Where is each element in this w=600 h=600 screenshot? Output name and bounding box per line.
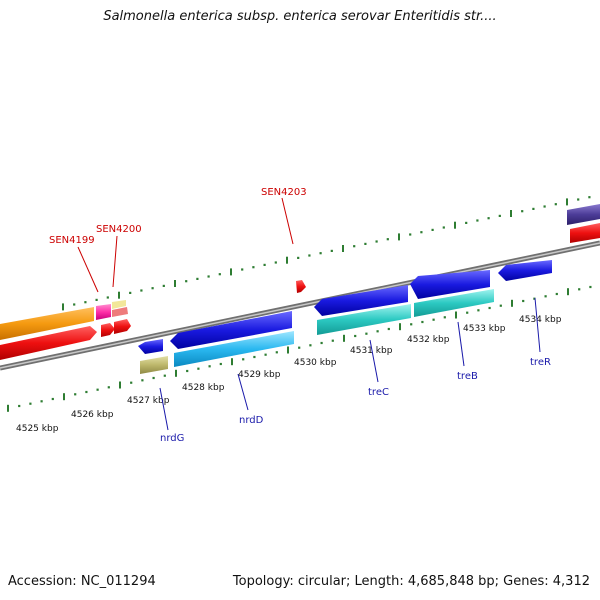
gene-label-nrdg[interactable]: nrdG xyxy=(160,433,184,444)
gene-feature-sen4199[interactable] xyxy=(96,304,111,320)
gene-feature-nrdG[interactable] xyxy=(138,339,163,354)
gene-feature-treR[interactable] xyxy=(498,260,552,281)
gene-feature-teal-1[interactable] xyxy=(317,304,411,335)
gene-feature-treB[interactable] xyxy=(410,270,490,299)
gene-feature-orange[interactable] xyxy=(0,307,94,340)
gene-feature-sen4200-b[interactable] xyxy=(112,307,128,317)
forward-tick-scale xyxy=(62,196,591,311)
gene-label-trec[interactable]: treC xyxy=(368,387,389,398)
label-leaders xyxy=(77,197,541,431)
map-title: Salmonella enterica subsp. enterica sero… xyxy=(103,9,497,24)
gene-label-treb[interactable]: treB xyxy=(457,371,478,382)
gene-label-sen4199[interactable]: SEN4199 xyxy=(49,235,95,246)
gene-label-sen4203[interactable]: SEN4203 xyxy=(261,187,307,198)
gene-feature-sen4200[interactable] xyxy=(112,300,126,309)
genome-backbone xyxy=(0,240,600,371)
gene-feature-khaki[interactable] xyxy=(140,356,168,374)
reverse-features xyxy=(138,260,552,374)
kbp-label: 4531 kbp xyxy=(350,346,393,356)
kbp-label: 4533 kbp xyxy=(463,324,506,334)
kbp-label: 4529 kbp xyxy=(238,370,281,380)
gene-label-sen4200[interactable]: SEN4200 xyxy=(96,224,142,235)
gene-feature-nrdD[interactable] xyxy=(170,311,292,349)
kbp-label: 4526 kbp xyxy=(71,410,114,420)
kbp-label: 4528 kbp xyxy=(182,383,225,393)
kbp-label: 4534 kbp xyxy=(519,315,562,325)
gene-feature-small-red-2[interactable] xyxy=(114,319,131,334)
forward-features xyxy=(0,204,600,360)
gene-feature-small-red-1[interactable] xyxy=(101,323,115,337)
gene-feature-treC[interactable] xyxy=(314,285,408,316)
kbp-label: 4530 kbp xyxy=(294,358,337,368)
gene-label-trer[interactable]: treR xyxy=(530,357,551,368)
reverse-tick-scale xyxy=(7,285,592,412)
gene-labels: SEN4199 SEN4200 SEN4203 nrdG nrdD treC t… xyxy=(49,187,551,444)
accession-text: Accession: NC_011294 xyxy=(8,574,156,589)
kbp-label: 4525 kbp xyxy=(16,424,59,434)
kbp-label: 4532 kbp xyxy=(407,335,450,345)
gene-feature-red[interactable] xyxy=(0,326,97,360)
gene-feature-sky[interactable] xyxy=(174,331,294,367)
kbp-labels: 4525 kbp 4526 kbp 4527 kbp 4528 kbp 4529… xyxy=(16,315,562,434)
gene-feature-teal-2[interactable] xyxy=(414,289,494,317)
genome-summary-text: Topology: circular; Length: 4,685,848 bp… xyxy=(232,574,590,589)
gene-label-nrdd[interactable]: nrdD xyxy=(239,415,264,426)
kbp-label: 4527 kbp xyxy=(127,396,170,406)
gene-feature-sen4203[interactable] xyxy=(296,280,306,293)
gene-feature-purple[interactable] xyxy=(567,204,600,225)
gene-feature-red-right[interactable] xyxy=(570,223,600,243)
